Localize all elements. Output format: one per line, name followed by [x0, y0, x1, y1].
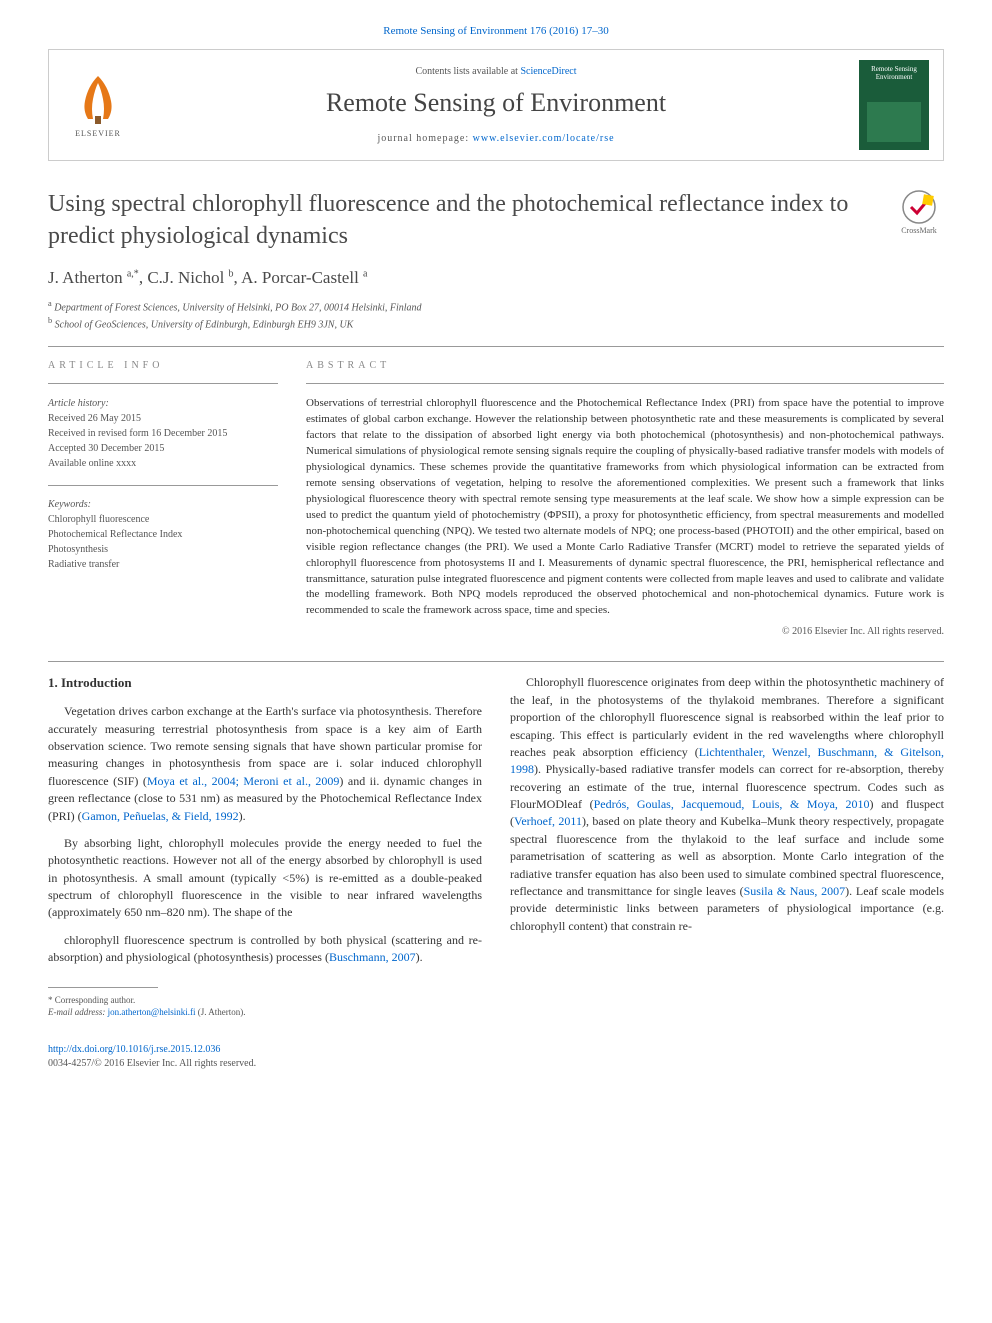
intro-para-3: chlorophyll fluorescence spectrum is con… [48, 932, 482, 967]
p3-text-b: ). [416, 950, 423, 964]
abstract-label: abstract [306, 359, 944, 373]
journal-homepage-link[interactable]: www.elsevier.com/locate/rse [473, 133, 615, 144]
history-line: Received 26 May 2015 [48, 411, 278, 426]
elsevier-tree-icon [73, 71, 123, 126]
citation-link[interactable]: Remote Sensing of Environment 176 (2016)… [383, 25, 608, 37]
corr-email-link[interactable]: jon.atherton@helsinki.fi [108, 1007, 196, 1017]
intro-para-4: Chlorophyll fluorescence originates from… [510, 674, 944, 935]
journal-cover-thumb: Remote Sensing Environment [859, 60, 929, 150]
corr-label: * Corresponding author. [48, 994, 944, 1007]
title-row: Using spectral chlorophyll fluorescence … [48, 189, 944, 251]
contents-line: Contents lists available at ScienceDirec… [133, 65, 859, 79]
crossmark-badge[interactable]: CrossMark [894, 189, 944, 239]
article-title: Using spectral chlorophyll fluorescence … [48, 189, 882, 251]
keyword-line: Chlorophyll fluorescence [48, 512, 278, 527]
email-label: E-mail address: [48, 1007, 105, 1017]
rule-bottom [48, 661, 944, 662]
history-block: Article history: Received 26 May 2015Rec… [48, 396, 278, 471]
affiliation-line: a Department of Forest Sciences, Univers… [48, 298, 944, 315]
info-rule-2 [48, 485, 278, 486]
intro-para-1: Vegetation drives carbon exchange at the… [48, 703, 482, 825]
elsevier-label: ELSEVIER [75, 128, 121, 139]
intro-heading: 1. Introduction [48, 674, 482, 693]
abstract-text: Observations of terrestrial chlorophyll … [306, 396, 944, 619]
header-center: Contents lists available at ScienceDirec… [133, 65, 859, 145]
article-info-col: article info Article history: Received 2… [48, 359, 278, 639]
crossmark-icon [901, 189, 937, 225]
corresponding-footnote: * Corresponding author. E-mail address: … [48, 994, 944, 1019]
ref-verhoef[interactable]: Verhoef, 2011 [514, 814, 582, 828]
history-line: Accepted 30 December 2015 [48, 441, 278, 456]
ref-buschmann[interactable]: Buschmann, 2007 [329, 950, 416, 964]
homepage-line: journal homepage: www.elsevier.com/locat… [133, 132, 859, 146]
cover-image-placeholder [867, 102, 921, 142]
elsevier-logo: ELSEVIER [63, 65, 133, 145]
page-footer: http://dx.doi.org/10.1016/j.rse.2015.12.… [48, 1043, 944, 1071]
ref-moya-meroni[interactable]: Moya et al., 2004; Meroni et al., 2009 [147, 774, 340, 788]
affiliations: a Department of Forest Sciences, Univers… [48, 298, 944, 333]
history-line: Available online xxxx [48, 456, 278, 471]
history-label: Article history: [48, 396, 278, 411]
doi-link[interactable]: http://dx.doi.org/10.1016/j.rse.2015.12.… [48, 1044, 220, 1055]
p1-text-c: ). [239, 809, 246, 823]
journal-header: ELSEVIER Contents lists available at Sci… [48, 49, 944, 161]
affiliation-line: b School of GeoSciences, University of E… [48, 315, 944, 332]
abstract-rule [306, 383, 944, 384]
journal-name: Remote Sensing of Environment [133, 85, 859, 121]
keyword-line: Photochemical Reflectance Index [48, 527, 278, 542]
keywords-label: Keywords: [48, 498, 278, 512]
authors: J. Atherton a,*, C.J. Nichol b, A. Porca… [48, 266, 944, 290]
email-suffix: (J. Atherton). [198, 1007, 246, 1017]
abstract-col: abstract Observations of terrestrial chl… [306, 359, 944, 639]
keywords-list: Chlorophyll fluorescencePhotochemical Re… [48, 512, 278, 572]
ref-gamon[interactable]: Gamon, Peñuelas, & Field, 1992 [82, 809, 239, 823]
footnote-rule [48, 987, 158, 988]
cover-line2: Environment [876, 73, 913, 81]
journal-citation: Remote Sensing of Environment 176 (2016)… [48, 24, 944, 39]
history-line: Received in revised form 16 December 201… [48, 426, 278, 441]
info-abstract-row: article info Article history: Received 2… [48, 359, 944, 639]
intro-para-2: By absorbing light, chlorophyll molecule… [48, 835, 482, 922]
homepage-prefix: journal homepage: [377, 133, 472, 144]
ref-susila[interactable]: Susila & Naus, 2007 [744, 884, 846, 898]
issn-line: 0034-4257/© 2016 Elsevier Inc. All right… [48, 1058, 256, 1069]
keyword-line: Photosynthesis [48, 542, 278, 557]
ref-pedros[interactable]: Pedrós, Goulas, Jacquemoud, Louis, & Moy… [594, 797, 870, 811]
info-rule [48, 383, 278, 384]
body-columns: 1. Introduction Vegetation drives carbon… [48, 674, 944, 966]
contents-prefix: Contents lists available at [415, 66, 520, 77]
keyword-line: Radiative transfer [48, 557, 278, 572]
abstract-copyright: © 2016 Elsevier Inc. All rights reserved… [306, 625, 944, 639]
crossmark-label: CrossMark [901, 225, 937, 236]
article-info-label: article info [48, 359, 278, 373]
rule-top [48, 346, 944, 347]
sciencedirect-link[interactable]: ScienceDirect [520, 66, 576, 77]
